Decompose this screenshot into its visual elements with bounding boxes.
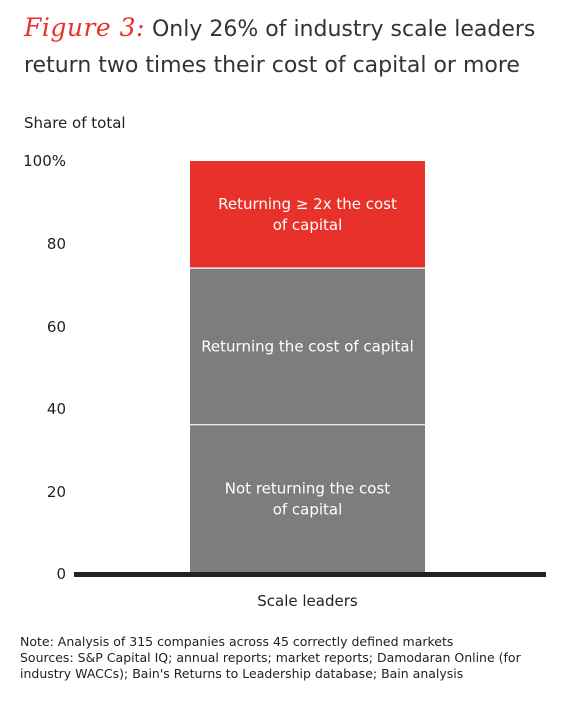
- sources-line-2: industry WACCs); Bain's Returns to Leade…: [20, 666, 464, 681]
- y-tick-80: 80: [46, 235, 66, 253]
- y-tick-40: 40: [46, 400, 66, 418]
- figure-label: Figure 3:: [24, 13, 145, 42]
- x-axis-line: [74, 572, 546, 577]
- bar-segment-1: [190, 424, 425, 573]
- bar-segment-2: [190, 268, 425, 425]
- sources-line-1: Sources: S&P Capital IQ; annual reports;…: [20, 650, 521, 665]
- segment-label-1: Not returning the cost of capital: [225, 479, 390, 518]
- y-tick-60: 60: [46, 318, 66, 336]
- segment-label-2: Returning the cost of capital: [201, 337, 414, 355]
- title-text-1: Only 26% of industry scale leaders: [151, 17, 536, 42]
- y-tick-20: 20: [46, 483, 66, 501]
- notes: Note: Analysis of 315 companies across 4…: [20, 634, 555, 682]
- note-line-1: Note: Analysis of 315 companies across 4…: [20, 634, 454, 649]
- y-axis-label: Share of total: [24, 114, 126, 132]
- stacked-bar-chart: Not returning the cost of capital Returnin…: [74, 161, 546, 610]
- title-line-1: Figure 3: Only 26% of industry scale lea…: [24, 10, 559, 48]
- x-category-label: Scale leaders: [257, 592, 358, 610]
- title-line-2: return two times their cost of capital o…: [24, 53, 520, 78]
- y-tick-100: 100%: [23, 152, 66, 170]
- bar-segment-3: [190, 161, 425, 269]
- segment-label-3: Returning ≥ 2x the cost of capital: [218, 195, 397, 234]
- y-tick-0: 0: [56, 565, 66, 583]
- chart-title: Figure 3: Only 26% of industry scale lea…: [24, 10, 559, 84]
